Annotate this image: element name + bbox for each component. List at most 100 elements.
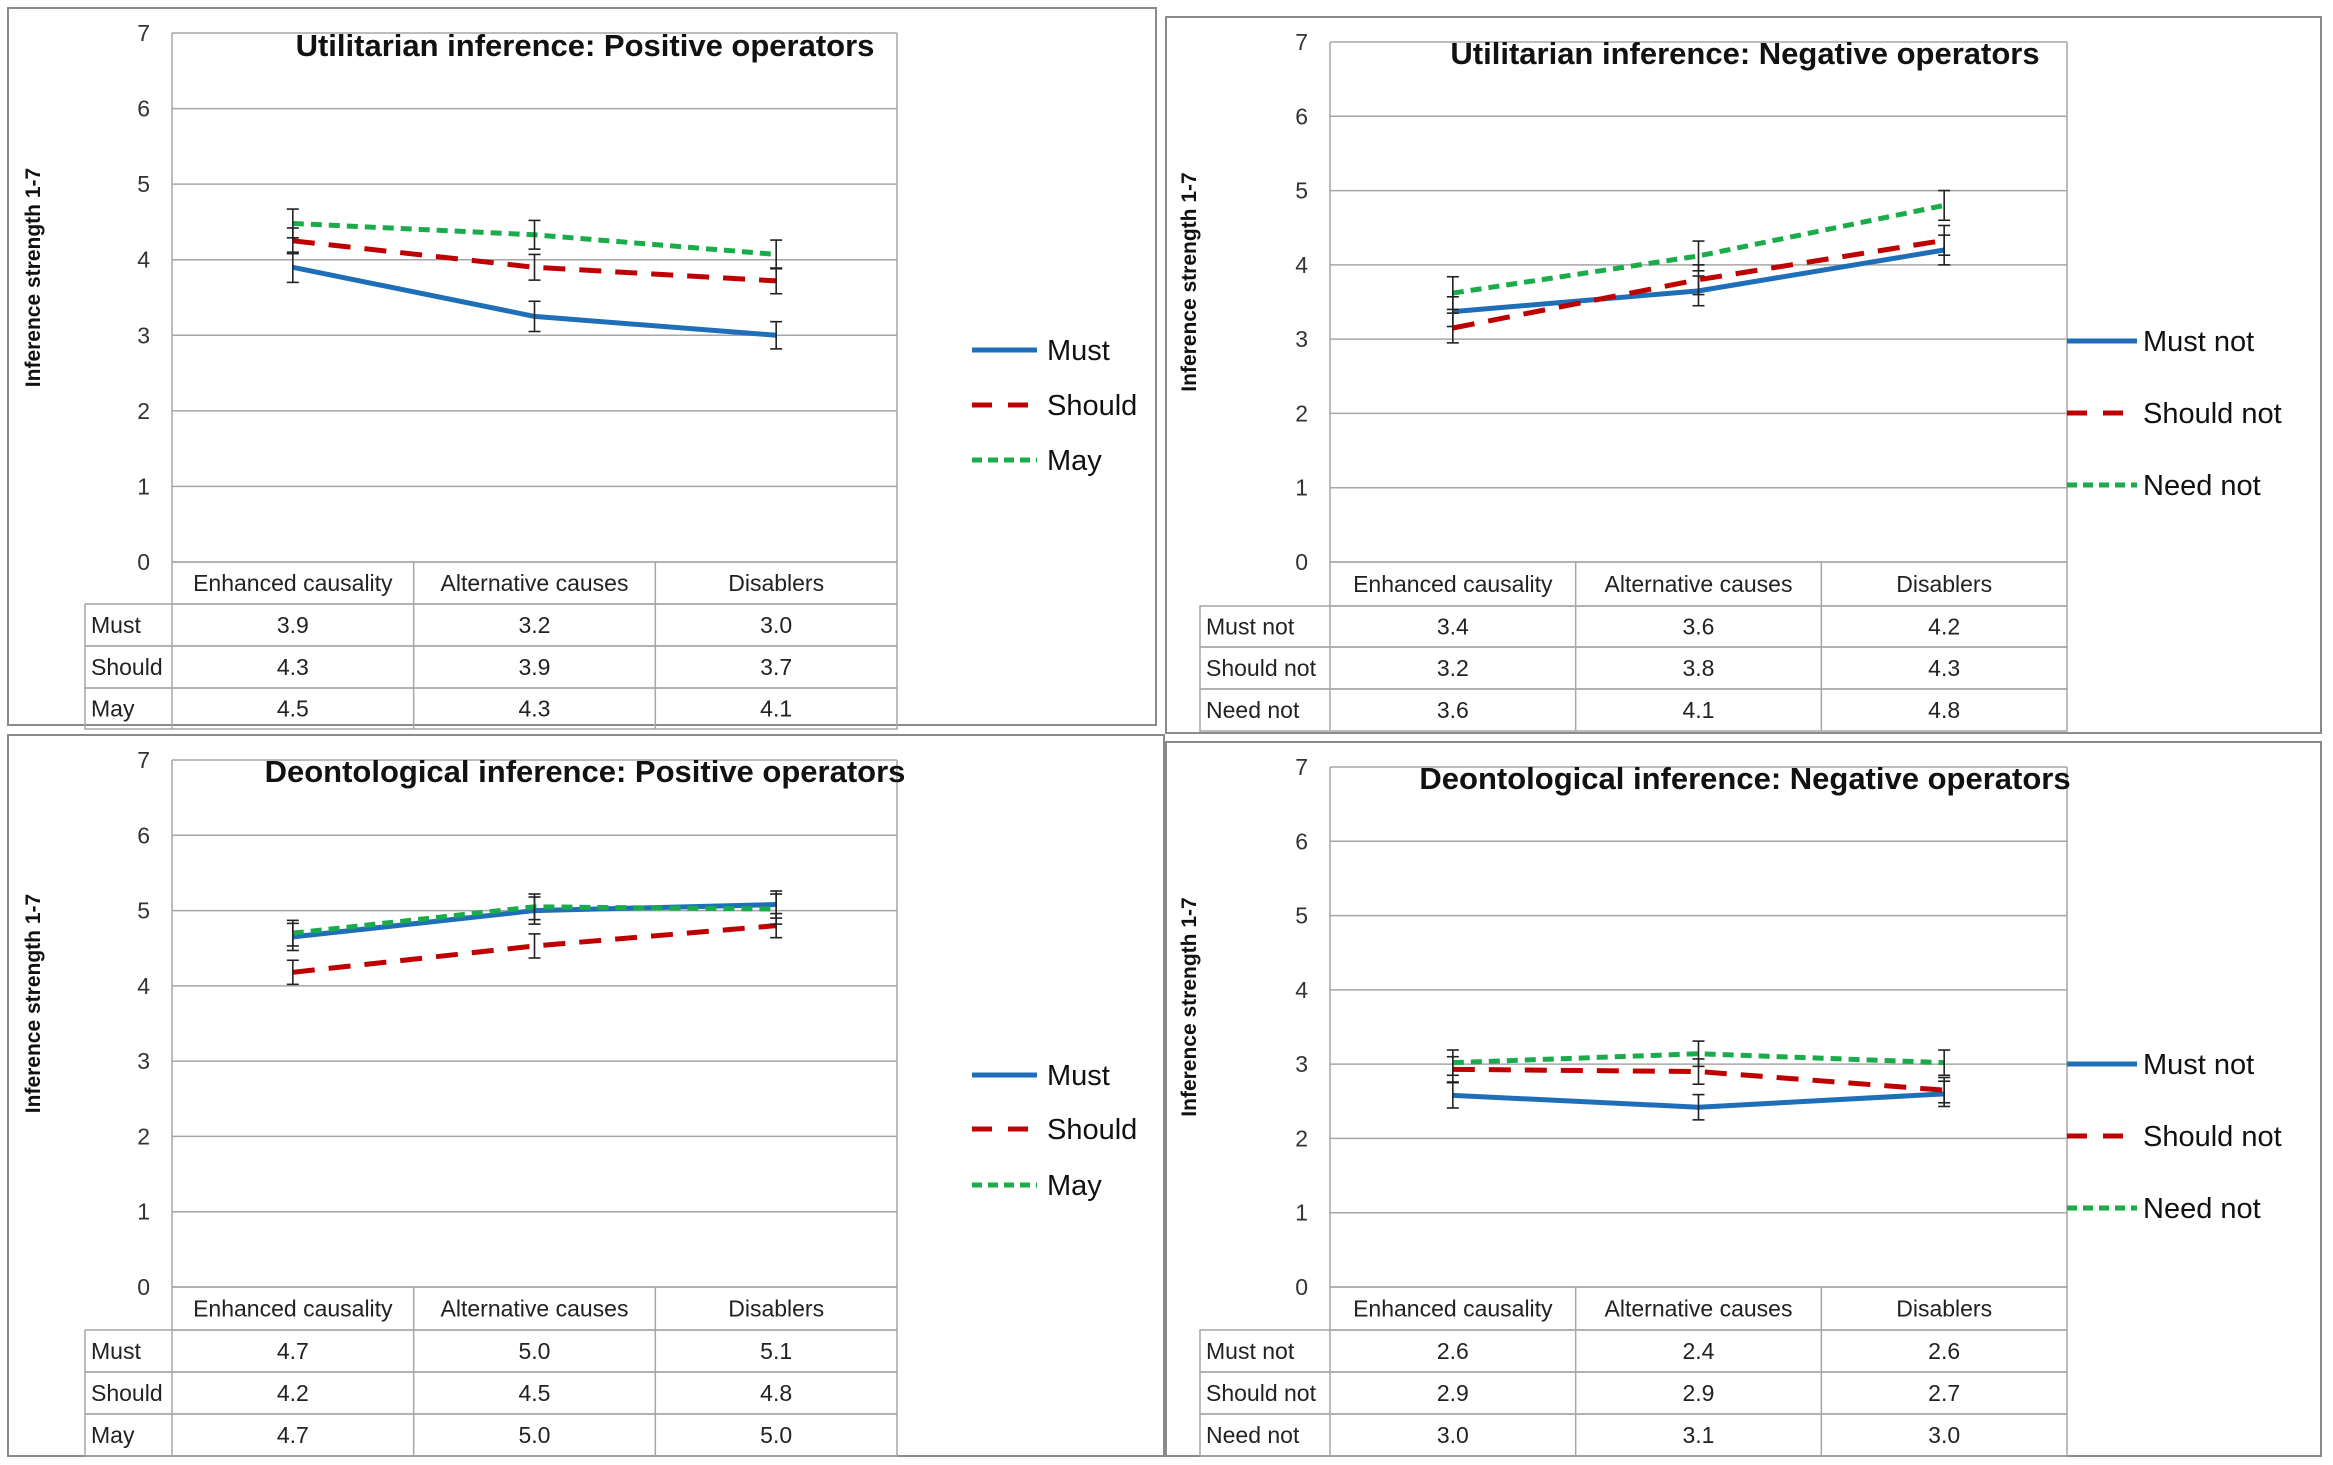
table-category-header: Alternative causes [1605, 1296, 1793, 1322]
y-tick-label: 1 [1295, 475, 1308, 501]
table-cell: 4.3 [1928, 655, 1960, 681]
table-cell: 3.7 [760, 654, 792, 680]
y-tick-label: 4 [137, 247, 150, 273]
y-tick-label: 6 [1295, 828, 1308, 854]
table-cell: 3.2 [1437, 655, 1469, 681]
table-cell: 4.7 [277, 1422, 309, 1448]
table-row-label: Should not [1206, 1380, 1317, 1406]
y-tick-label: 3 [1295, 1051, 1308, 1077]
table-cell: 3.0 [760, 612, 792, 638]
table-cell: 4.1 [760, 696, 792, 722]
series-line-should [292, 923, 777, 975]
legend-label: Must not [2143, 1049, 2254, 1081]
legend-label: May [1047, 1170, 1102, 1202]
y-tick-label: 5 [137, 898, 150, 924]
table-cell: 4.8 [760, 1380, 792, 1406]
panel-frame [7, 734, 1165, 1457]
table-cell: 2.6 [1437, 1338, 1469, 1364]
y-tick-label: 5 [1295, 903, 1308, 929]
y-tick-label: 2 [1295, 1125, 1308, 1151]
y-tick-label: 6 [137, 96, 150, 122]
y-tick-label: 3 [137, 322, 150, 348]
table-row-label: Should not [1206, 655, 1317, 681]
table-category-header: Enhanced causality [1353, 1296, 1553, 1322]
y-tick-label: 7 [137, 20, 150, 46]
legend-label: Need not [2143, 470, 2261, 502]
table-row-label: May [91, 696, 135, 722]
panel-frame [7, 7, 1157, 726]
legend-label: Must [1047, 1060, 1110, 1092]
table-category-header: Alternative causes [441, 570, 629, 596]
chart-panel-2: 0 1 2 3 4 5 6 7 Utilitarian inference: Negative … [1165, 16, 2322, 734]
table-cell: 3.4 [1437, 614, 1469, 640]
y-tick-label: 0 [137, 549, 150, 575]
table-row [1199, 688, 2068, 732]
chart-title: Utilitarian inference: Negative operator… [1450, 36, 2039, 71]
y-tick-label: 0 [1295, 549, 1308, 575]
panel-frame [1165, 741, 2322, 1457]
chart-title: Deontological inference: Positive operat… [265, 754, 906, 789]
table-row-label: Must [91, 612, 141, 638]
table-cell: 3.0 [1928, 1422, 1960, 1448]
y-tick-label: 7 [1295, 29, 1308, 55]
table-cell: 4.7 [277, 1338, 309, 1364]
series-line-should-not [1452, 237, 1945, 331]
table-category-header: Disablers [728, 570, 824, 596]
chart-title: Deontological inference: Negative operat… [1419, 761, 2070, 796]
panel-frame [1165, 16, 2322, 734]
table-row-label: Should [91, 1380, 163, 1406]
table-category-header: Enhanced causality [193, 1296, 393, 1322]
chart-panel-3: 0 1 2 3 4 5 6 7 Deontological inference: Positiv… [7, 734, 1165, 1457]
y-tick-label: 2 [137, 398, 150, 424]
table-category-header: Disablers [1896, 1296, 1992, 1322]
table-category-header: Disablers [1896, 571, 1992, 597]
table-cell: 2.9 [1683, 1380, 1715, 1406]
y-tick-label: 5 [137, 171, 150, 197]
table-cell: 4.1 [1683, 697, 1715, 723]
table-row-label: Need not [1206, 697, 1300, 723]
y-tick-label: 7 [137, 747, 150, 773]
table-cell: 2.9 [1437, 1380, 1469, 1406]
y-axis-label: Inference strength 1-7 [22, 894, 45, 1113]
table-category-header: Alternative causes [441, 1296, 629, 1322]
y-tick-label: 3 [137, 1048, 150, 1074]
legend-label: Should [1047, 390, 1137, 422]
table-row [1199, 1413, 2068, 1457]
table-row [84, 687, 898, 730]
y-tick-label: 2 [137, 1123, 150, 1149]
table-cell: 3.6 [1683, 614, 1715, 640]
table-cell: 4.5 [277, 696, 309, 722]
table-cell: 3.2 [519, 612, 551, 638]
table-cell: 4.2 [1928, 614, 1960, 640]
chart-panel-4: 0 1 2 3 4 5 6 7 Deontological inference: Negativ… [1165, 741, 2322, 1457]
table-row-label: May [91, 1422, 135, 1448]
table-cell: 2.7 [1928, 1380, 1960, 1406]
table-row-label: Need not [1206, 1422, 1300, 1448]
y-tick-label: 4 [137, 973, 150, 999]
series-line-need-not [1452, 1051, 1945, 1066]
series-line-should-not [1452, 1066, 1945, 1093]
y-axis-label: Inference strength 1-7 [1178, 172, 1201, 391]
y-tick-label: 1 [137, 473, 150, 499]
table-cell: 3.0 [1437, 1422, 1469, 1448]
table-cell: 5.0 [760, 1422, 792, 1448]
legend-label: Must not [2143, 326, 2254, 358]
table-row-label: Must not [1206, 1338, 1295, 1364]
y-tick-label: 5 [1295, 178, 1308, 204]
table-cell: 3.8 [1683, 655, 1715, 681]
y-tick-label: 6 [1295, 103, 1308, 129]
legend-label: Should [1047, 1114, 1137, 1146]
table-cell: 4.3 [519, 696, 551, 722]
y-tick-label: 0 [1295, 1274, 1308, 1300]
table-category-header: Alternative causes [1605, 571, 1793, 597]
table-cell: 4.8 [1928, 697, 1960, 723]
table-row-label: Must not [1206, 614, 1295, 640]
table-row [84, 1413, 898, 1457]
y-tick-label: 7 [1295, 754, 1308, 780]
y-tick-label: 1 [137, 1199, 150, 1225]
legend-label: May [1047, 445, 1102, 477]
y-tick-label: 4 [1295, 977, 1308, 1003]
y-tick-label: 2 [1295, 400, 1308, 426]
series-line-need-not [1452, 202, 1945, 296]
